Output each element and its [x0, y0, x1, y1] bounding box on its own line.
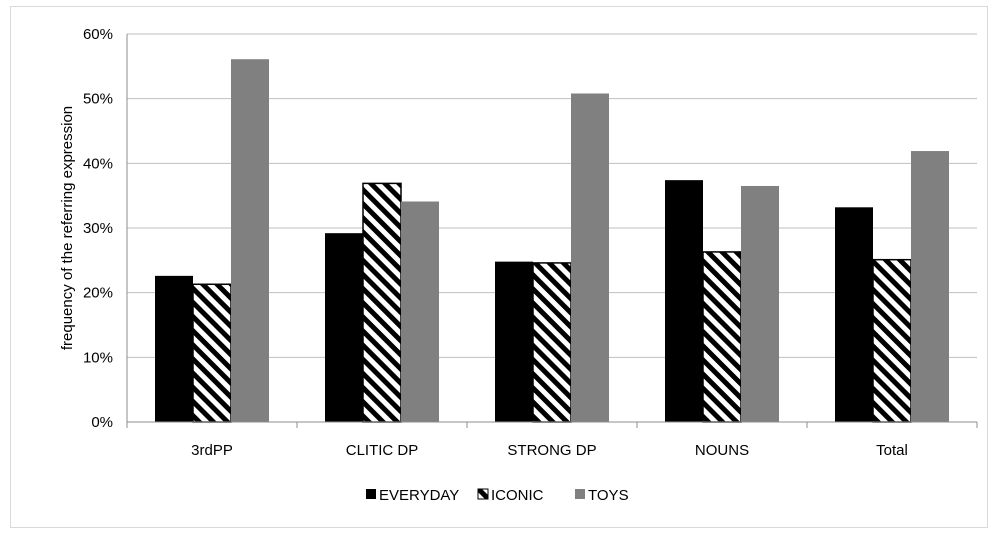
legend: EVERYDAY ICONIC TOYS — [366, 487, 629, 504]
x-tick-label: Total — [876, 442, 908, 459]
x-tick-label: NOUNS — [695, 442, 749, 459]
bar-toys-3rdpp — [231, 59, 269, 422]
y-tick-label: 50% — [83, 91, 113, 108]
bar-everyday-total — [835, 207, 873, 422]
legend-swatch-iconic — [477, 488, 489, 500]
x-tick-label: CLITIC DP — [346, 442, 419, 459]
bar-toys-clitic-dp — [401, 201, 439, 422]
bars — [155, 59, 949, 423]
y-tick-label: 10% — [83, 349, 113, 366]
y-tick-label: 0% — [91, 414, 113, 431]
legend-label-everyday: EVERYDAY — [379, 487, 459, 504]
chart-border — [10, 6, 988, 528]
bar-iconic-total — [872, 258, 912, 423]
x-tick-label: 3rdPP — [191, 442, 233, 459]
y-tick-label: 40% — [83, 155, 113, 172]
bar-everyday-3rdpp — [155, 275, 193, 422]
bar-everyday-nouns — [665, 180, 703, 422]
bar-toys-strong-dp — [571, 93, 609, 422]
bar-iconic-3rdpp — [192, 283, 232, 423]
y-tick-label: 20% — [83, 285, 113, 302]
legend-swatch-everyday — [366, 489, 376, 499]
axes: 0% 10% 20% 30% 40% 50% 60% 3rdPP CLITIC DP STRONG… — [83, 26, 978, 459]
legend-label-iconic: ICONIC — [491, 487, 544, 504]
bar-iconic-nouns — [702, 251, 742, 423]
legend-label-toys: TOYS — [588, 487, 629, 504]
bar-iconic-clitic-dp — [362, 182, 402, 423]
bar-iconic-strong-dp — [532, 262, 572, 423]
bar-everyday-clitic-dp — [325, 233, 363, 422]
legend-swatch-toys — [575, 489, 585, 499]
x-tick-label: STRONG DP — [507, 442, 596, 459]
bar-everyday-strong-dp — [495, 261, 533, 422]
bar-toys-total — [911, 151, 949, 422]
bar-toys-nouns — [741, 185, 779, 422]
y-axis-label: frequency of the referring expression — [59, 106, 76, 350]
y-tick-label: 60% — [83, 26, 113, 43]
y-tick-label: 30% — [83, 220, 113, 237]
